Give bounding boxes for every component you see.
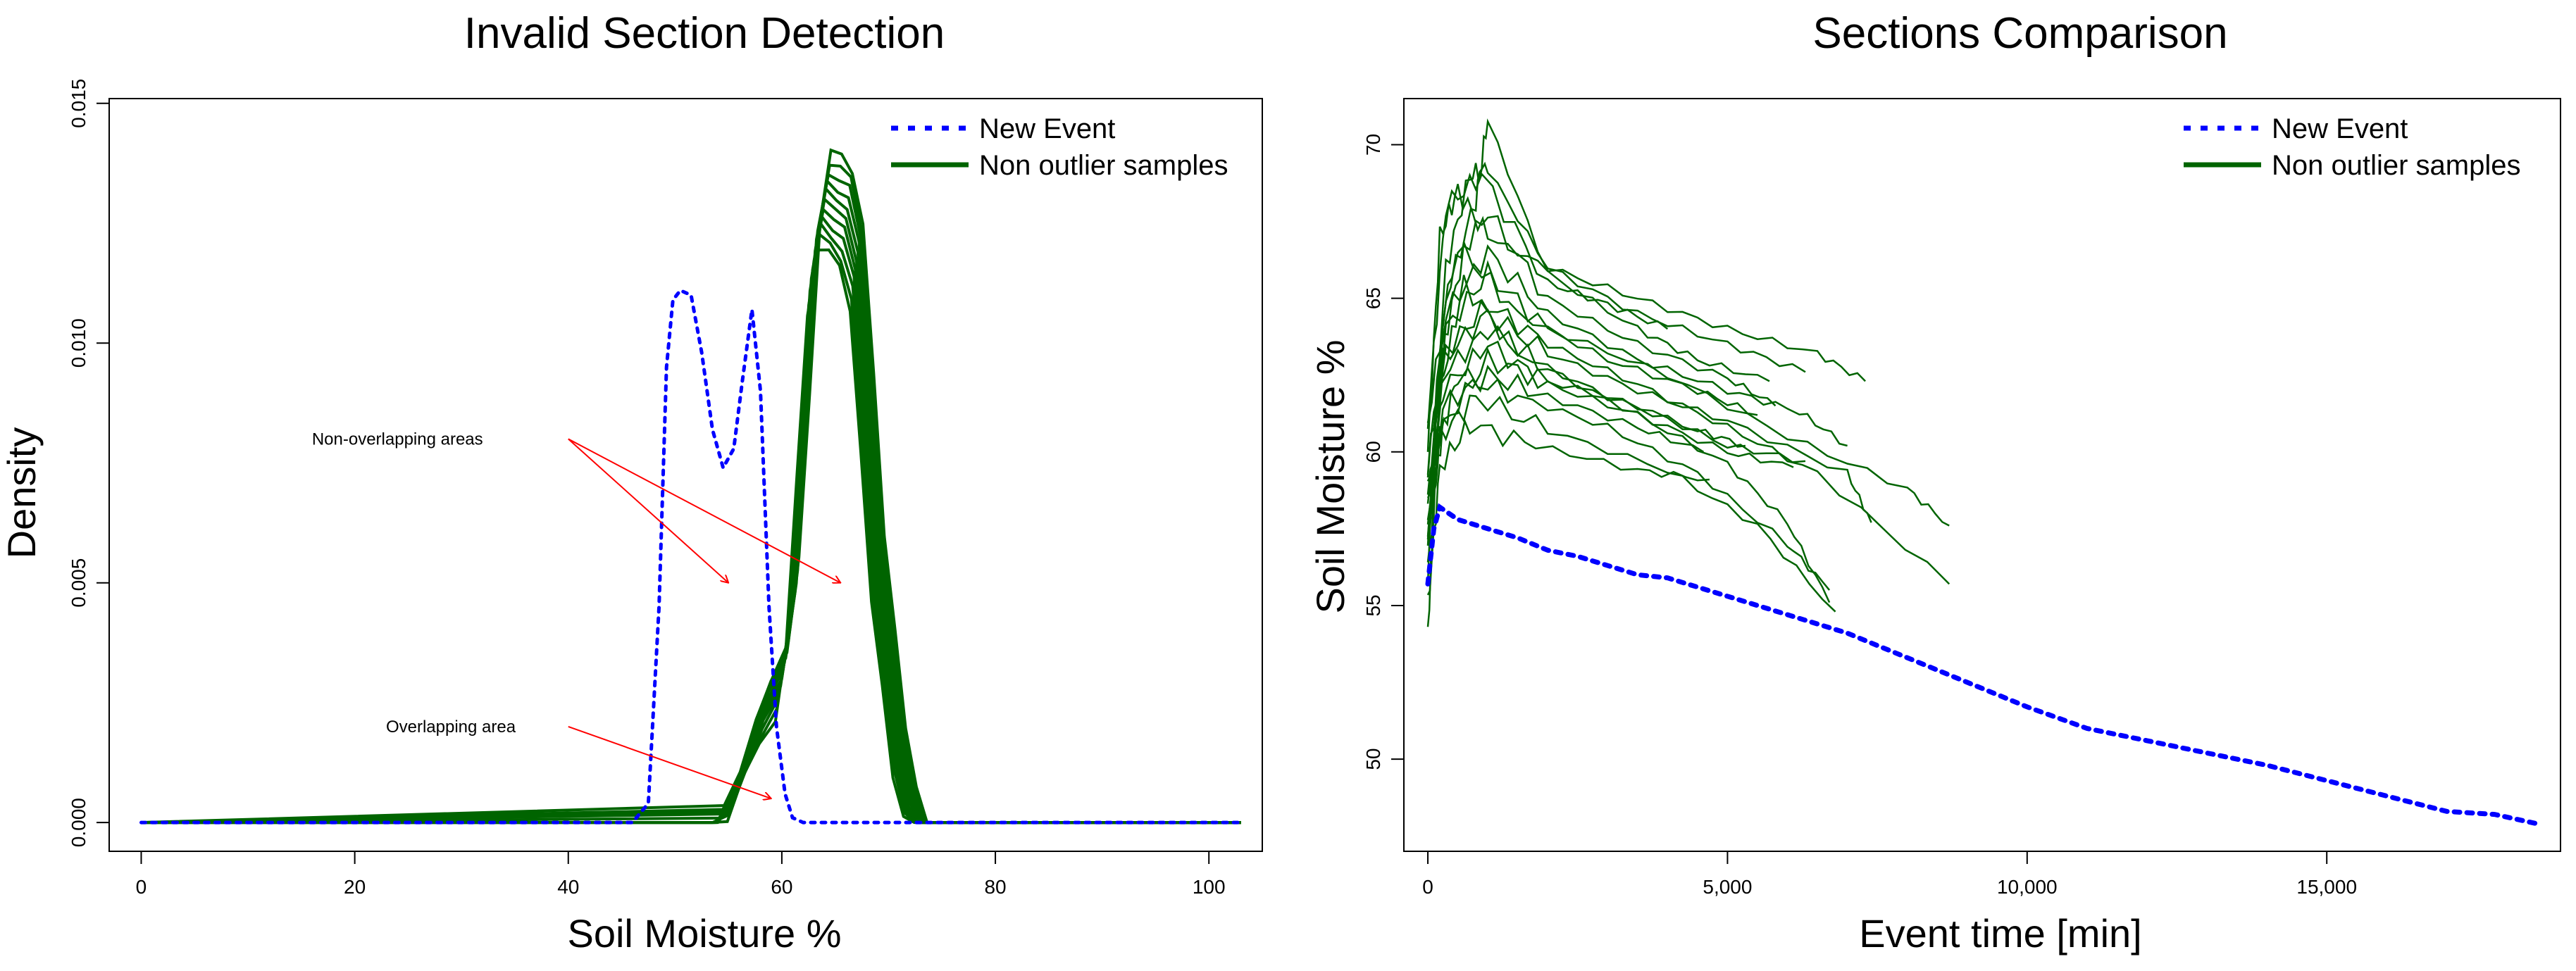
x-axis-label: Soil Moisture %	[567, 911, 841, 956]
y-tick-label: 0.015	[68, 79, 89, 128]
x-axis: 0 5,000 10,000 15,000	[1422, 851, 2357, 898]
legend-label: Non outlier samples	[2272, 150, 2521, 181]
x-tick-label: 15,000	[2296, 876, 2357, 898]
moisture-line-sample	[1426, 215, 1777, 423]
y-axis-label: Density	[0, 427, 44, 559]
x-axis: 0 20 40 60 80 100	[136, 851, 1226, 898]
series-group	[1425, 118, 2539, 827]
comparison-chart: Sections Comparison Event time [min] Soi…	[1308, 9, 2561, 956]
moisture-line-sample	[1426, 275, 1746, 546]
y-axis: 0.000 0.005 0.010 0.015	[68, 79, 110, 847]
moisture-line-sample	[1426, 242, 1758, 585]
legend-label: New Event	[979, 113, 1115, 144]
density-line-sample	[141, 148, 1241, 825]
y-axis-label: Soil Moisture %	[1308, 339, 1352, 613]
plot-frame	[1403, 98, 2561, 852]
x-tick-label: 80	[984, 876, 1006, 898]
x-tick-label: 100	[1193, 876, 1226, 898]
plot-frame	[108, 98, 1263, 852]
density-line-sample	[141, 196, 1241, 825]
legend: New Event Non outlier samples	[891, 113, 1228, 181]
y-tick-label: 0.005	[68, 558, 89, 608]
y-tick-label: 55	[1362, 594, 1384, 616]
moisture-line-sample	[1426, 366, 1831, 627]
x-tick-label: 10,000	[1997, 876, 2058, 898]
x-axis-label: Event time [min]	[1859, 911, 2141, 956]
moisture-line-new-event	[1425, 503, 2539, 827]
density-line-sample	[141, 172, 1241, 825]
moisture-line-sample	[1426, 161, 1806, 504]
moisture-line-sample	[1426, 418, 1710, 596]
y-tick-label: 0.010	[68, 318, 89, 368]
density-line-sample	[141, 213, 1241, 825]
x-tick-label: 60	[771, 876, 792, 898]
series-group	[139, 148, 1243, 825]
x-tick-label: 0	[1422, 876, 1433, 898]
density-line-sample	[141, 220, 1241, 825]
x-tick-label: 40	[557, 876, 579, 898]
y-tick-label: 60	[1362, 441, 1384, 463]
moisture-line-sample	[1426, 244, 1848, 478]
x-tick-label: 20	[344, 876, 366, 898]
y-axis: 50 55 60 65 70	[1362, 134, 1405, 770]
y-tick-label: 50	[1362, 748, 1384, 770]
annotation-label: Non-overlapping areas	[312, 430, 483, 449]
moisture-line-sample	[1426, 325, 1831, 603]
y-tick-label: 70	[1362, 134, 1384, 156]
chart-title: Sections Comparison	[1812, 9, 2227, 58]
moisture-line-sample	[1426, 394, 1836, 613]
x-tick-label: 0	[136, 876, 147, 898]
moisture-line-sample	[1426, 299, 1950, 585]
moisture-line-sample	[1426, 308, 1872, 523]
density-line-sample	[141, 232, 1241, 825]
annotations: Non-overlapping areas Overlapping area	[312, 430, 840, 798]
annotation-arrow	[568, 438, 728, 582]
y-tick-label: 65	[1362, 287, 1384, 309]
moisture-line-sample	[1426, 184, 1866, 452]
density-line-sample	[141, 248, 1241, 825]
moisture-line-sample	[1426, 260, 1950, 527]
annotation-arrow	[568, 726, 771, 798]
legend-label: Non outlier samples	[979, 150, 1228, 181]
moisture-line-sample	[1426, 118, 1770, 520]
legend-label: New Event	[2272, 113, 2408, 144]
density-line-new-event	[139, 288, 1243, 825]
moisture-line-sample	[1426, 172, 1669, 430]
density-line-sample	[141, 185, 1241, 825]
density-line-sample	[141, 177, 1241, 825]
density-chart: Invalid Section Detection Soil Moisture …	[0, 9, 1263, 956]
x-tick-label: 5,000	[1703, 876, 1752, 898]
annotation-label: Overlapping area	[386, 718, 516, 737]
legend: New Event Non outlier samples	[2184, 113, 2521, 181]
chart-title: Invalid Section Detection	[464, 9, 945, 58]
annotation-arrow	[568, 438, 841, 582]
density-line-sample	[141, 163, 1241, 825]
y-tick-label: 0.000	[68, 798, 89, 847]
